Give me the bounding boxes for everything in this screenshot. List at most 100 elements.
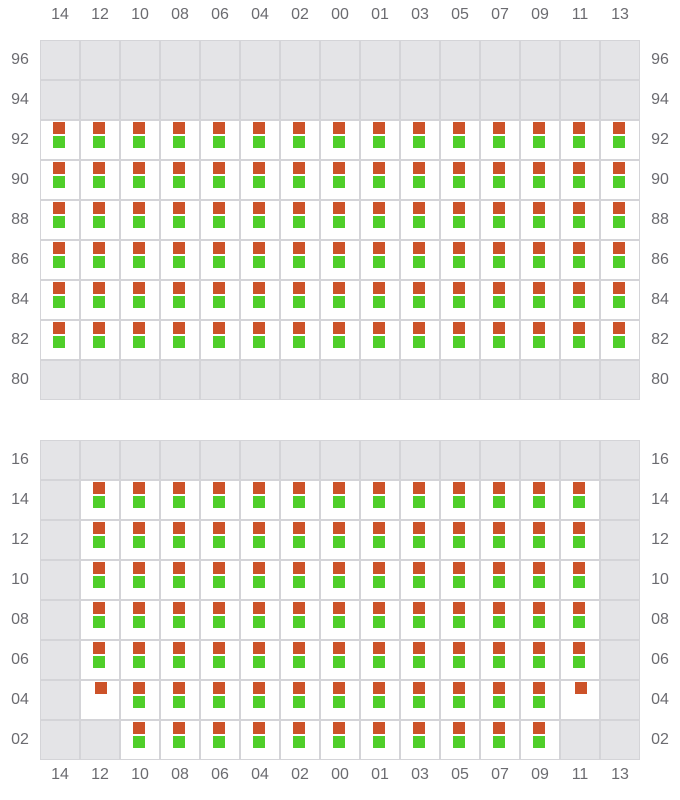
grid-cell[interactable] <box>240 40 280 80</box>
grid-cell[interactable] <box>160 160 200 200</box>
grid-cell[interactable] <box>360 520 400 560</box>
grid-cell[interactable] <box>600 720 640 760</box>
grid-cell[interactable] <box>360 440 400 480</box>
grid-cell[interactable] <box>600 560 640 600</box>
grid-cell[interactable] <box>560 120 600 160</box>
grid-cell[interactable] <box>200 200 240 240</box>
grid-cell[interactable] <box>40 240 80 280</box>
grid-cell[interactable] <box>240 120 280 160</box>
grid-cell[interactable] <box>200 320 240 360</box>
grid-cell[interactable] <box>80 440 120 480</box>
grid-cell[interactable] <box>120 160 160 200</box>
grid-cell[interactable] <box>280 280 320 320</box>
grid-cell[interactable] <box>40 120 80 160</box>
grid-cell[interactable] <box>560 240 600 280</box>
grid-cell[interactable] <box>320 440 360 480</box>
grid-cell[interactable] <box>40 680 80 720</box>
grid-cell[interactable] <box>320 640 360 680</box>
grid-cell[interactable] <box>280 360 320 400</box>
grid-cell[interactable] <box>200 80 240 120</box>
grid-cell[interactable] <box>200 560 240 600</box>
grid-cell[interactable] <box>480 680 520 720</box>
grid-cell[interactable] <box>600 680 640 720</box>
grid-cell[interactable] <box>520 640 560 680</box>
grid-cell[interactable] <box>440 40 480 80</box>
grid-cell[interactable] <box>280 160 320 200</box>
grid-cell[interactable] <box>40 360 80 400</box>
grid-cell[interactable] <box>200 280 240 320</box>
grid-cell[interactable] <box>520 480 560 520</box>
grid-cell[interactable] <box>560 200 600 240</box>
grid-cell[interactable] <box>120 640 160 680</box>
grid-cell[interactable] <box>520 240 560 280</box>
grid-cell[interactable] <box>240 600 280 640</box>
grid-cell[interactable] <box>480 120 520 160</box>
grid-cell[interactable] <box>400 160 440 200</box>
grid-cell[interactable] <box>560 480 600 520</box>
grid-cell[interactable] <box>240 720 280 760</box>
grid-cell[interactable] <box>160 280 200 320</box>
grid-cell[interactable] <box>400 280 440 320</box>
grid-cell[interactable] <box>320 520 360 560</box>
grid-cell[interactable] <box>200 120 240 160</box>
grid-cell[interactable] <box>480 520 520 560</box>
grid-cell[interactable] <box>480 200 520 240</box>
grid-cell[interactable] <box>160 320 200 360</box>
grid-cell[interactable] <box>360 80 400 120</box>
grid-cell[interactable] <box>360 360 400 400</box>
grid-cell[interactable] <box>160 520 200 560</box>
grid-cell[interactable] <box>440 280 480 320</box>
grid-cell[interactable] <box>80 240 120 280</box>
grid-cell[interactable] <box>360 480 400 520</box>
grid-cell[interactable] <box>40 720 80 760</box>
grid-cell[interactable] <box>320 480 360 520</box>
grid-cell[interactable] <box>560 40 600 80</box>
grid-cell[interactable] <box>400 480 440 520</box>
grid-cell[interactable] <box>480 560 520 600</box>
grid-cell[interactable] <box>280 480 320 520</box>
grid-cell[interactable] <box>160 440 200 480</box>
grid-cell[interactable] <box>120 520 160 560</box>
grid-cell[interactable] <box>240 200 280 240</box>
grid-cell[interactable] <box>440 720 480 760</box>
grid-cell[interactable] <box>280 520 320 560</box>
grid-cell[interactable] <box>480 160 520 200</box>
grid-cell[interactable] <box>280 320 320 360</box>
grid-cell[interactable] <box>280 40 320 80</box>
grid-cell[interactable] <box>40 80 80 120</box>
grid-cell[interactable] <box>320 320 360 360</box>
grid-cell[interactable] <box>40 440 80 480</box>
grid-cell[interactable] <box>320 120 360 160</box>
grid-cell[interactable] <box>200 520 240 560</box>
grid-cell[interactable] <box>360 720 400 760</box>
grid-cell[interactable] <box>120 280 160 320</box>
grid-cell[interactable] <box>160 80 200 120</box>
grid-cell[interactable] <box>240 280 280 320</box>
grid-cell[interactable] <box>360 200 400 240</box>
grid-cell[interactable] <box>280 80 320 120</box>
grid-cell[interactable] <box>480 480 520 520</box>
grid-cell[interactable] <box>360 280 400 320</box>
grid-cell[interactable] <box>40 480 80 520</box>
grid-cell[interactable] <box>520 560 560 600</box>
grid-cell[interactable] <box>440 160 480 200</box>
grid-cell[interactable] <box>320 680 360 720</box>
grid-cell[interactable] <box>160 40 200 80</box>
grid-cell[interactable] <box>200 440 240 480</box>
grid-cell[interactable] <box>240 440 280 480</box>
grid-cell[interactable] <box>320 360 360 400</box>
grid-cell[interactable] <box>600 320 640 360</box>
grid-cell[interactable] <box>360 160 400 200</box>
grid-cell[interactable] <box>440 560 480 600</box>
grid-cell[interactable] <box>400 680 440 720</box>
grid-cell[interactable] <box>200 40 240 80</box>
grid-cell[interactable] <box>560 520 600 560</box>
grid-cell[interactable] <box>560 320 600 360</box>
grid-cell[interactable] <box>280 640 320 680</box>
grid-cell[interactable] <box>600 600 640 640</box>
grid-cell[interactable] <box>160 560 200 600</box>
grid-cell[interactable] <box>280 240 320 280</box>
grid-cell[interactable] <box>80 640 120 680</box>
grid-cell[interactable] <box>400 360 440 400</box>
grid-cell[interactable] <box>80 480 120 520</box>
